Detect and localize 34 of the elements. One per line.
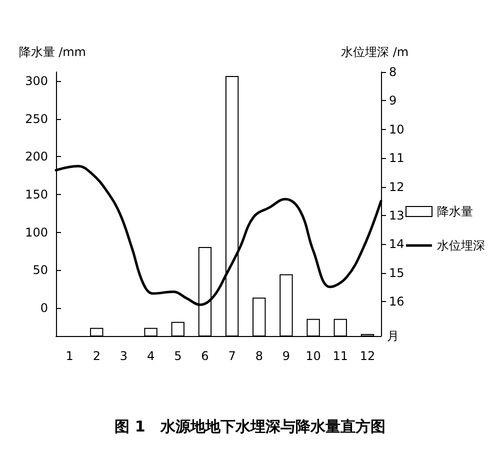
legend-label: 降水量 <box>437 204 473 218</box>
x-tick-label: 11 <box>332 349 348 363</box>
y2-tick-label: 16 <box>389 294 404 309</box>
y-tick-label: 150 <box>25 188 48 202</box>
y2-tick-label: 9 <box>389 94 397 108</box>
x-tick-label: 10 <box>306 349 321 363</box>
y-tick-label: 100 <box>25 225 48 240</box>
x-tick-label: 9 <box>282 349 290 363</box>
x-tick-label: 12 <box>360 349 376 363</box>
y2-tick-label: 13 <box>389 208 404 222</box>
y2-axis-title: 水位埋深 /m <box>341 45 409 59</box>
x-tick-label: 3 <box>120 349 128 363</box>
x-axis-title: 月 <box>387 329 399 343</box>
y-axis-title: 降水量 /mm <box>18 45 86 59</box>
y-tick-label: 0 <box>40 301 48 316</box>
y2-tick-label: 14 <box>389 237 404 252</box>
legend-label: 水位埋深 <box>437 238 485 252</box>
y-tick-label: 50 <box>32 263 48 278</box>
y2-tick-label: 15 <box>389 266 404 280</box>
y-tick-label: 250 <box>25 112 48 126</box>
x-tick-label: 4 <box>146 349 155 363</box>
y2-tick-label: 12 <box>389 180 404 194</box>
x-tick-label: 7 <box>228 349 236 363</box>
y2-tick-label: 8 <box>389 65 397 79</box>
x-tick-label: 8 <box>255 349 263 363</box>
x-tick-label: 6 <box>201 349 209 363</box>
y2-tick-label: 10 <box>389 122 404 136</box>
text: 图 1 水源地地下水埋深与降水量直方图 <box>114 418 386 436</box>
x-tick-label: 2 <box>92 349 100 363</box>
x-tick-label: 1 <box>66 349 74 363</box>
y-tick-label: 300 <box>25 74 48 88</box>
y-tick-label: 200 <box>25 150 48 164</box>
x-tick-label: 5 <box>174 349 182 363</box>
y2-tick-label: 11 <box>389 151 404 166</box>
